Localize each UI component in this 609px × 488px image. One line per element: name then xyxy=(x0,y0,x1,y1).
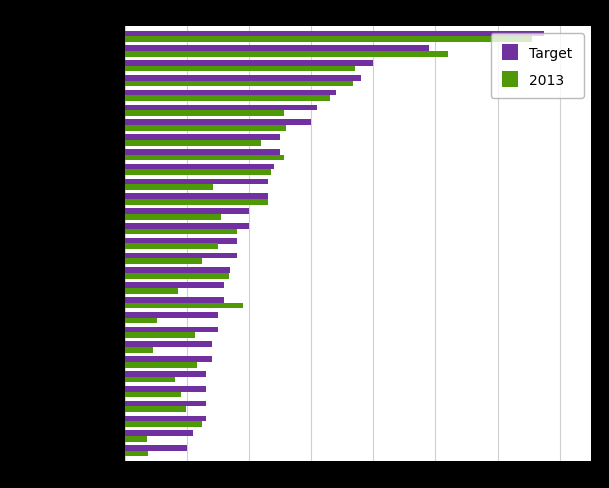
Bar xyxy=(125,377,175,383)
Bar xyxy=(125,209,249,214)
Bar xyxy=(125,362,197,368)
Bar xyxy=(125,274,228,279)
Bar xyxy=(125,194,268,200)
Bar xyxy=(125,318,157,324)
Bar xyxy=(125,268,230,274)
Legend: Target, 2013: Target, 2013 xyxy=(490,34,584,99)
Bar xyxy=(125,298,224,303)
Bar xyxy=(125,303,243,309)
Bar xyxy=(125,52,448,58)
Bar xyxy=(125,150,280,155)
Bar xyxy=(125,135,280,141)
Bar xyxy=(125,179,268,185)
Bar xyxy=(125,238,237,244)
Bar xyxy=(125,244,218,250)
Bar xyxy=(125,401,206,407)
Bar xyxy=(125,436,147,442)
Bar xyxy=(125,445,187,451)
Bar xyxy=(125,120,311,126)
Bar xyxy=(125,333,195,338)
Bar xyxy=(125,371,206,377)
Bar xyxy=(125,155,284,161)
Bar xyxy=(125,357,212,362)
Bar xyxy=(125,91,336,96)
Bar xyxy=(125,224,249,229)
Bar xyxy=(125,96,331,102)
Bar xyxy=(125,283,224,288)
Bar xyxy=(125,37,532,43)
Bar xyxy=(125,407,186,412)
Bar xyxy=(125,386,206,392)
Bar xyxy=(125,126,286,131)
Bar xyxy=(125,421,202,427)
Bar xyxy=(125,416,206,421)
Bar xyxy=(125,229,237,235)
Bar xyxy=(125,185,213,190)
Bar xyxy=(125,451,149,456)
Bar xyxy=(125,76,361,81)
Bar xyxy=(125,81,353,87)
Bar xyxy=(125,141,261,146)
Bar xyxy=(125,327,218,333)
Bar xyxy=(125,111,284,117)
Bar xyxy=(125,200,268,205)
Bar xyxy=(125,430,193,436)
Bar xyxy=(125,214,220,220)
Bar xyxy=(125,288,178,294)
Bar xyxy=(125,253,237,259)
Bar xyxy=(125,61,373,67)
Bar xyxy=(125,46,429,52)
Bar xyxy=(125,342,212,347)
Bar xyxy=(125,259,202,264)
Bar xyxy=(125,32,544,37)
Bar xyxy=(125,164,274,170)
Bar xyxy=(125,347,153,353)
Bar xyxy=(125,67,355,72)
Bar xyxy=(125,170,271,176)
Bar xyxy=(125,105,317,111)
Bar xyxy=(125,392,181,397)
Bar xyxy=(125,312,218,318)
